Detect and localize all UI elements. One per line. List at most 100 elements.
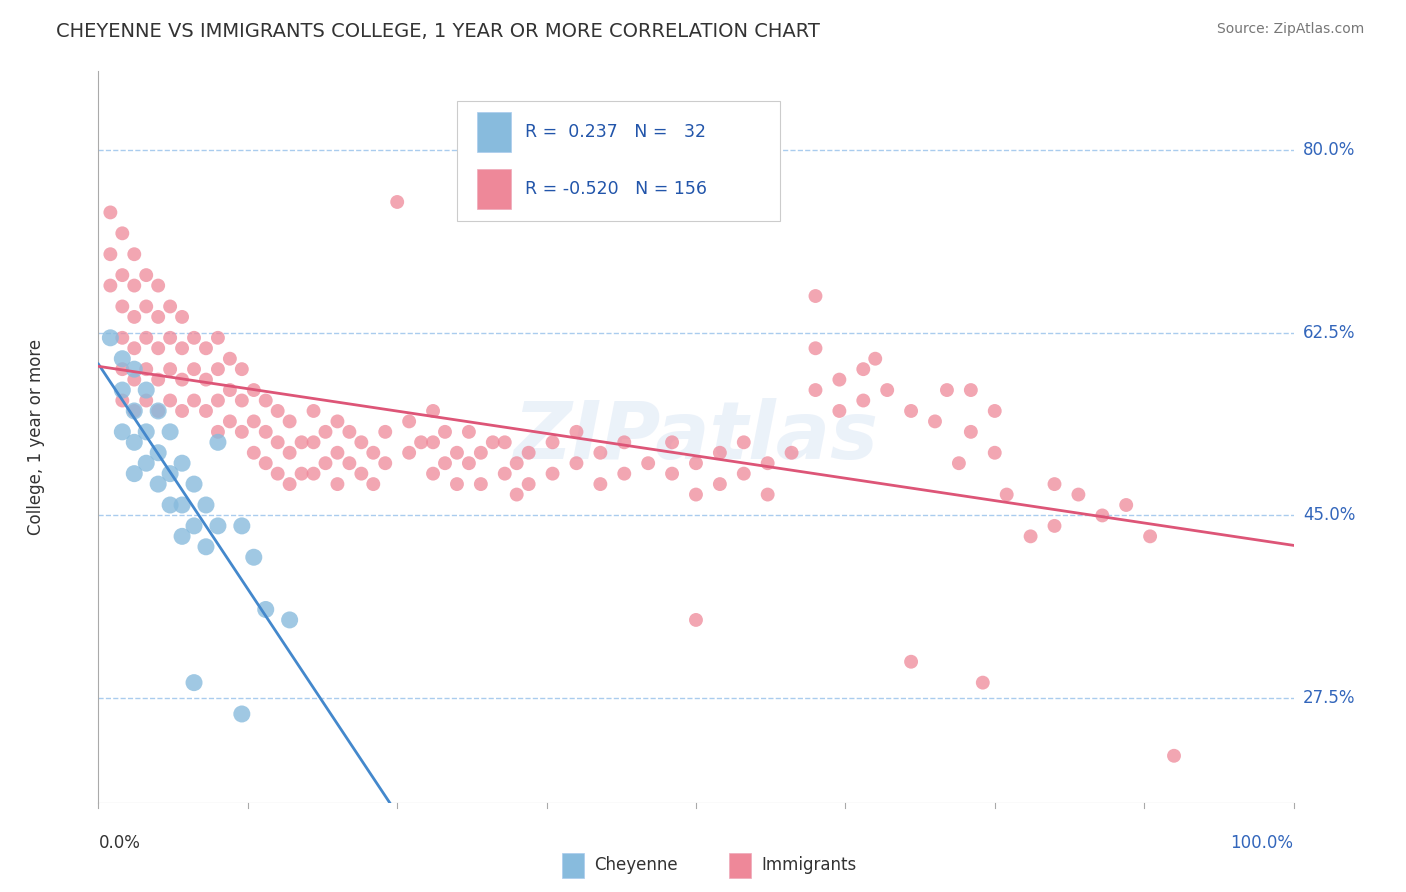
Point: [972, 675, 994, 690]
Point: [124, 278, 146, 293]
Point: [148, 477, 170, 491]
Point: [709, 446, 731, 460]
Point: [291, 435, 314, 450]
Point: [124, 310, 146, 324]
Point: [398, 446, 420, 460]
Point: [984, 446, 1007, 460]
Point: [780, 446, 803, 460]
Point: [124, 247, 146, 261]
Point: [470, 477, 492, 491]
Point: [159, 425, 181, 439]
Point: [207, 519, 229, 533]
Text: R =  0.237   N =   32: R = 0.237 N = 32: [524, 123, 706, 141]
Point: [804, 383, 827, 397]
Point: [159, 362, 181, 376]
Point: [195, 404, 218, 418]
Point: [541, 467, 564, 481]
Point: [159, 467, 181, 481]
Point: [148, 310, 170, 324]
Point: [135, 331, 157, 345]
Text: ZIPatlas: ZIPatlas: [513, 398, 879, 476]
Point: [661, 467, 683, 481]
Point: [124, 373, 146, 387]
Point: [470, 446, 492, 460]
Point: [733, 435, 755, 450]
Point: [111, 227, 134, 241]
Point: [900, 404, 922, 418]
Text: R = -0.520   N = 156: R = -0.520 N = 156: [524, 180, 707, 198]
Point: [172, 341, 194, 355]
Point: [111, 425, 134, 439]
Point: [1139, 529, 1161, 543]
Point: [995, 487, 1018, 501]
Point: [183, 393, 205, 408]
Point: [924, 414, 946, 428]
Point: [852, 362, 875, 376]
Point: [589, 446, 612, 460]
Point: [804, 341, 827, 355]
FancyBboxPatch shape: [457, 101, 780, 221]
Point: [541, 435, 564, 450]
Point: [172, 529, 194, 543]
Point: [111, 383, 134, 397]
Text: College, 1 year or more: College, 1 year or more: [27, 339, 45, 535]
Point: [302, 435, 325, 450]
Text: 100.0%: 100.0%: [1230, 834, 1294, 852]
Point: [159, 393, 181, 408]
Point: [481, 435, 505, 450]
Point: [422, 435, 444, 450]
Point: [124, 404, 146, 418]
Point: [231, 362, 253, 376]
Point: [148, 341, 170, 355]
Text: Immigrants: Immigrants: [762, 856, 856, 874]
Point: [183, 362, 205, 376]
Point: [172, 498, 194, 512]
Point: [852, 393, 875, 408]
Point: [172, 373, 194, 387]
Point: [517, 446, 540, 460]
Point: [243, 550, 266, 565]
Point: [374, 425, 396, 439]
Point: [267, 404, 290, 418]
Point: [219, 351, 242, 366]
Point: [159, 300, 181, 314]
FancyBboxPatch shape: [477, 169, 510, 209]
Point: [195, 373, 218, 387]
Point: [1163, 748, 1185, 763]
Point: [291, 467, 314, 481]
Point: [243, 383, 266, 397]
Point: [243, 414, 266, 428]
Point: [422, 467, 444, 481]
Point: [1091, 508, 1114, 523]
Point: [148, 404, 170, 418]
Point: [458, 425, 481, 439]
Point: [183, 519, 205, 533]
Point: [207, 425, 229, 439]
Point: [195, 341, 218, 355]
Point: [124, 362, 146, 376]
FancyBboxPatch shape: [477, 112, 510, 152]
Point: [339, 456, 361, 470]
Point: [124, 341, 146, 355]
Point: [195, 540, 218, 554]
Point: [326, 477, 349, 491]
Point: [1043, 519, 1066, 533]
Point: [111, 331, 134, 345]
Point: [111, 351, 134, 366]
Point: [183, 331, 205, 345]
Point: [254, 425, 277, 439]
Point: [278, 613, 301, 627]
Text: CHEYENNE VS IMMIGRANTS COLLEGE, 1 YEAR OR MORE CORRELATION CHART: CHEYENNE VS IMMIGRANTS COLLEGE, 1 YEAR O…: [56, 22, 820, 41]
Point: [148, 446, 170, 460]
Point: [124, 404, 146, 418]
Text: 27.5%: 27.5%: [1303, 690, 1355, 707]
Point: [98, 278, 122, 293]
Point: [219, 383, 242, 397]
Point: [494, 435, 516, 450]
Point: [195, 498, 218, 512]
Point: [135, 393, 157, 408]
Point: [172, 404, 194, 418]
Point: [350, 467, 373, 481]
Point: [207, 362, 229, 376]
Point: [411, 435, 433, 450]
